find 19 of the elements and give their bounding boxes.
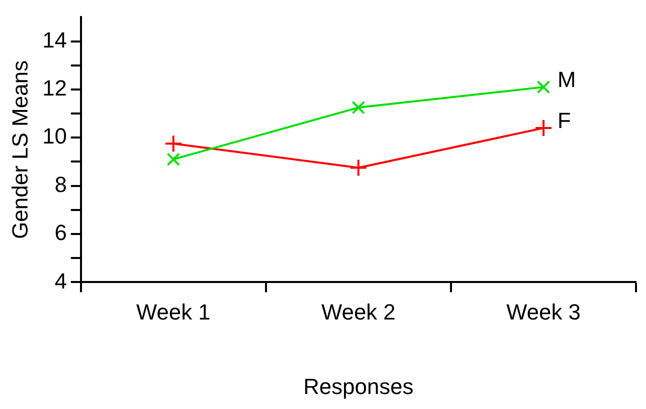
point [164, 134, 182, 153]
y-axis-title: Gender LS Means [7, 60, 32, 239]
point [534, 119, 552, 138]
series-label: F [557, 108, 571, 134]
y-tick-label: 4 [54, 268, 67, 294]
point [349, 158, 368, 177]
x-tick-label: Week 1 [136, 299, 210, 324]
x-tick-label: Week 3 [506, 299, 581, 324]
x-axis-title: Responses [303, 374, 414, 399]
series-label: M [557, 67, 576, 92]
y-tick-label: 10 [42, 124, 67, 149]
y-tick-label: 6 [54, 220, 67, 246]
x-tick-label: Week 2 [321, 299, 396, 324]
point [352, 100, 366, 114]
y-tick-label: 8 [54, 172, 67, 197]
point [166, 152, 180, 166]
point [536, 80, 550, 94]
y-tick-label: 12 [42, 76, 67, 101]
y-tick-label: 14 [42, 27, 67, 52]
